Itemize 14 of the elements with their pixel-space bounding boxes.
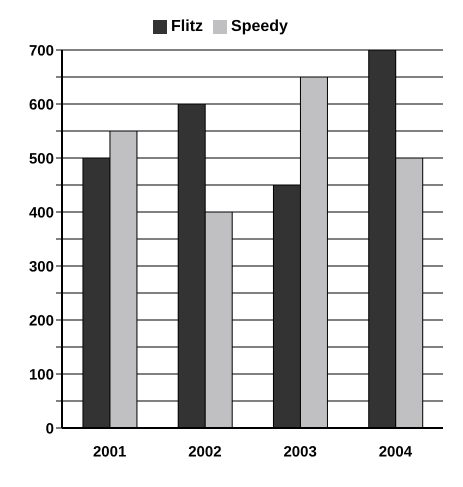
legend-label: Speedy (231, 18, 288, 35)
y-tick-label: 300 (28, 258, 54, 276)
legend-label: Flitz (171, 18, 204, 35)
x-tick-label: 2001 (92, 444, 126, 461)
y-tick-label: 100 (28, 366, 54, 384)
x-tick-label: 2003 (283, 444, 317, 461)
x-tick-label: 2004 (378, 444, 413, 461)
y-tick-label: 200 (28, 312, 54, 330)
y-tick-label: 400 (28, 204, 54, 222)
x-tick-label: 2002 (188, 444, 222, 461)
y-tick-label: 700 (28, 42, 54, 60)
y-tick-label: 600 (28, 96, 54, 114)
y-tick-label: 0 (46, 420, 54, 438)
y-tick-label: 500 (28, 150, 54, 168)
